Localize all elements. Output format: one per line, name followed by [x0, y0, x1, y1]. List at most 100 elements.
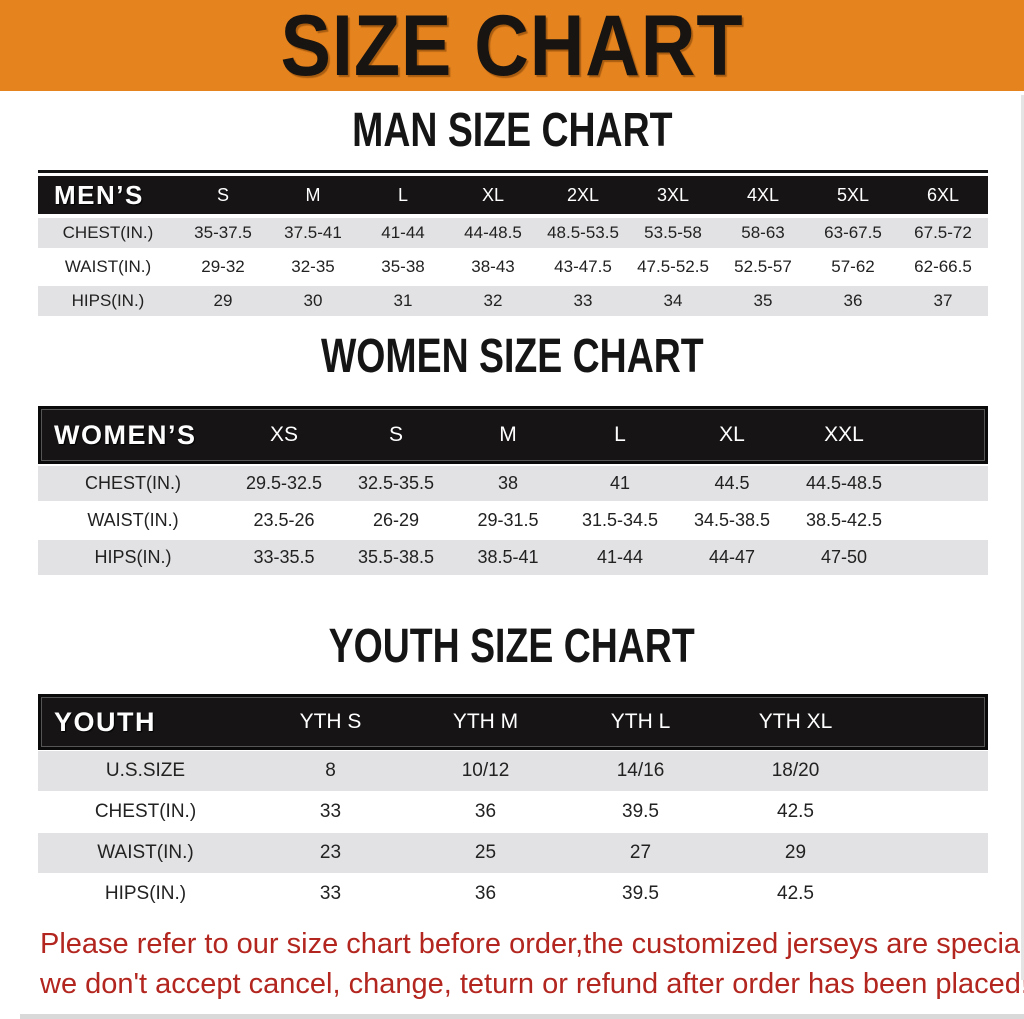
row-label: WAIST(IN.) [97, 842, 194, 863]
size-value: 44.5 [714, 473, 750, 493]
banner-title: SIZE CHART [280, 0, 744, 94]
size-value: 14/16 [616, 760, 665, 781]
size-value: 58-63 [741, 223, 785, 242]
size-value: 35-38 [381, 257, 425, 276]
column-header: XL [481, 184, 505, 205]
order-policy-line-2: we don't accept cancel, change, teturn o… [40, 968, 1024, 1000]
table-corner-label: YOUTH [54, 706, 156, 737]
size-chart-banner: SIZE CHART [0, 0, 1024, 91]
order-policy-note: Please refer to our size chart before or… [40, 924, 1024, 1004]
column-header: M [305, 184, 321, 205]
row-label: CHEST(IN.) [85, 473, 181, 493]
size-value: 41 [609, 473, 631, 493]
size-value: 33 [573, 291, 593, 310]
column-header: 5XL [836, 184, 870, 205]
youth-section-heading: YOUTH SIZE CHART [0, 619, 1024, 673]
table-row: WAIST(IN.) 23 25 27 29 [38, 833, 988, 873]
size-value: 36 [474, 883, 497, 904]
size-value: 23.5-26 [253, 510, 315, 530]
row-label: HIPS(IN.) [104, 883, 187, 904]
column-header: XXL [824, 423, 864, 446]
size-value: 48.5-53.5 [547, 223, 619, 242]
size-value: 35 [753, 291, 773, 310]
size-value: 33 [319, 883, 342, 904]
table-corner-label: MEN’S [54, 179, 144, 210]
size-value: 33-35.5 [253, 547, 315, 567]
women-section-heading: WOMEN SIZE CHART [0, 329, 1024, 383]
men-size-table: MEN’S S M L XL 2XL 3XL 4XL 5XL 6XL CHEST(IN.) 35-37… [38, 170, 988, 316]
row-label: U.S.SIZE [105, 760, 186, 781]
row-label: HIPS(IN.) [71, 291, 145, 310]
size-value: 31 [393, 291, 413, 310]
size-value: 57-62 [831, 257, 875, 276]
order-policy-line-1: Please refer to our size chart before or… [40, 928, 1024, 960]
column-header: S [216, 184, 229, 205]
size-value: 44.5-48.5 [805, 473, 883, 493]
column-header: YTH M [452, 710, 519, 733]
column-header: YTH L [610, 710, 671, 733]
size-value: 34 [663, 291, 683, 310]
size-value: 34.5-38.5 [693, 510, 771, 530]
size-value: 30 [303, 291, 323, 310]
size-value: 67.5-72 [914, 223, 972, 242]
size-value: 27 [629, 842, 652, 863]
size-value: 38.5-41 [477, 547, 539, 567]
column-header: XL [719, 423, 745, 446]
size-value: 53.5-58 [644, 223, 702, 242]
man-section-heading: MAN SIZE CHART [0, 103, 1024, 157]
table-row: HIPS(IN.) 29 30 31 32 33 34 35 36 37 [38, 286, 988, 316]
man-section-heading-text: MAN SIZE CHART [351, 103, 673, 157]
column-header: 4XL [746, 184, 780, 205]
size-value: 37 [933, 291, 953, 310]
size-value: 8 [325, 760, 336, 781]
size-value: 36 [474, 801, 497, 822]
column-header: XS [269, 423, 298, 446]
size-value: 10/12 [461, 760, 510, 781]
table-row: CHEST(IN.) 35-37.5 37.5-41 41-44 44-48.5 48.5… [38, 218, 988, 248]
size-value: 33 [319, 801, 342, 822]
women-section-heading-text: WOMEN SIZE CHART [320, 329, 704, 383]
right-edge-strip [1021, 95, 1024, 980]
bottom-edge-strip [20, 1014, 1024, 1019]
size-value: 23 [319, 842, 342, 863]
size-value: 36 [843, 291, 863, 310]
size-value: 43-47.5 [554, 257, 612, 276]
row-label: CHEST(IN.) [62, 223, 154, 242]
size-value: 29-31.5 [477, 510, 539, 530]
size-value: 63-67.5 [824, 223, 882, 242]
column-header: 2XL [566, 184, 600, 205]
size-value: 29.5-32.5 [245, 473, 323, 493]
size-value: 32 [483, 291, 503, 310]
size-value: 32.5-35.5 [357, 473, 435, 493]
size-value: 42.5 [777, 883, 814, 904]
table-row: U.S.SIZE 8 10/12 14/16 18/20 [38, 751, 988, 791]
size-value: 32-35 [291, 257, 335, 276]
size-value: 62-66.5 [914, 257, 972, 276]
table-corner-label: WOMEN’S [54, 419, 197, 450]
size-value: 29 [784, 842, 807, 863]
table-row: WAIST(IN.) 23.5-26 26-29 29-31.5 31.5-34.5 34… [38, 503, 988, 538]
column-header: L [614, 423, 626, 446]
size-value: 31.5-34.5 [581, 510, 659, 530]
size-value: 35-37.5 [194, 223, 252, 242]
row-label: WAIST(IN.) [87, 510, 179, 530]
column-header: L [397, 184, 408, 205]
women-size-table: WOMEN’S XS S M L XL XXL CHEST(IN.) 29.5-32.5 32.5… [38, 406, 988, 575]
size-value: 38-43 [471, 257, 515, 276]
table-row: CHEST(IN.) 33 36 39.5 42.5 [38, 792, 988, 832]
size-value: 41-44 [381, 223, 425, 242]
size-value: 47-50 [820, 547, 868, 567]
size-value: 41-44 [596, 547, 644, 567]
youth-section-heading-text: YOUTH SIZE CHART [328, 619, 696, 673]
size-value: 52.5-57 [734, 257, 792, 276]
table-row: WAIST(IN.) 29-32 32-35 35-38 38-43 43-47.5 47.… [38, 252, 988, 282]
table-header-row: YOUTH YTH S YTH M YTH L YTH XL [38, 694, 988, 750]
column-header: YTH S [299, 710, 362, 733]
column-header: 6XL [926, 184, 960, 205]
table-header-row: WOMEN’S XS S M L XL XXL [38, 406, 988, 464]
column-header: YTH XL [758, 710, 833, 733]
size-value: 29-32 [201, 257, 245, 276]
size-value: 18/20 [771, 760, 820, 781]
size-value: 26-29 [372, 510, 420, 530]
row-label: CHEST(IN.) [94, 801, 197, 822]
